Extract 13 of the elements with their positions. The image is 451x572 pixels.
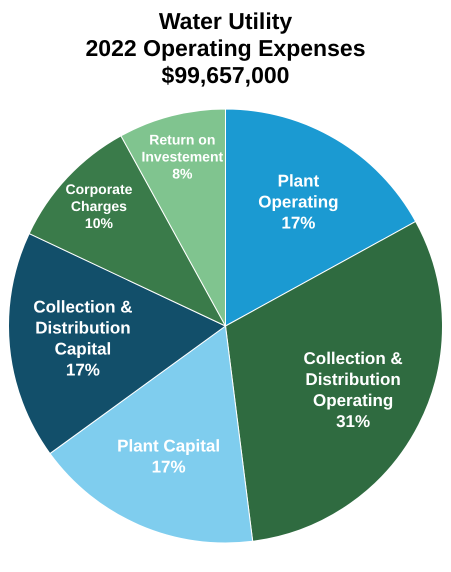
slice-label: Collection & Distribution Operating [304,349,403,410]
data-label: 31% [336,412,370,432]
data-label: 17% [152,458,186,477]
slice-label: Return on Investement [141,132,224,165]
data-label: 17% [66,360,100,380]
chart-title: Water Utility 2022 Operating Expenses $99,657,000 [84,8,366,89]
slice-label: Plant Capital [117,436,220,456]
data-label: 10% [84,215,114,232]
slice-label: Collection & Distribution Capital [33,298,132,359]
slice-label: Corporate Charges [66,181,133,214]
data-label: 17% [281,213,316,232]
data-label: 8% [172,166,193,182]
slice-label: Plant Operating [258,171,339,212]
